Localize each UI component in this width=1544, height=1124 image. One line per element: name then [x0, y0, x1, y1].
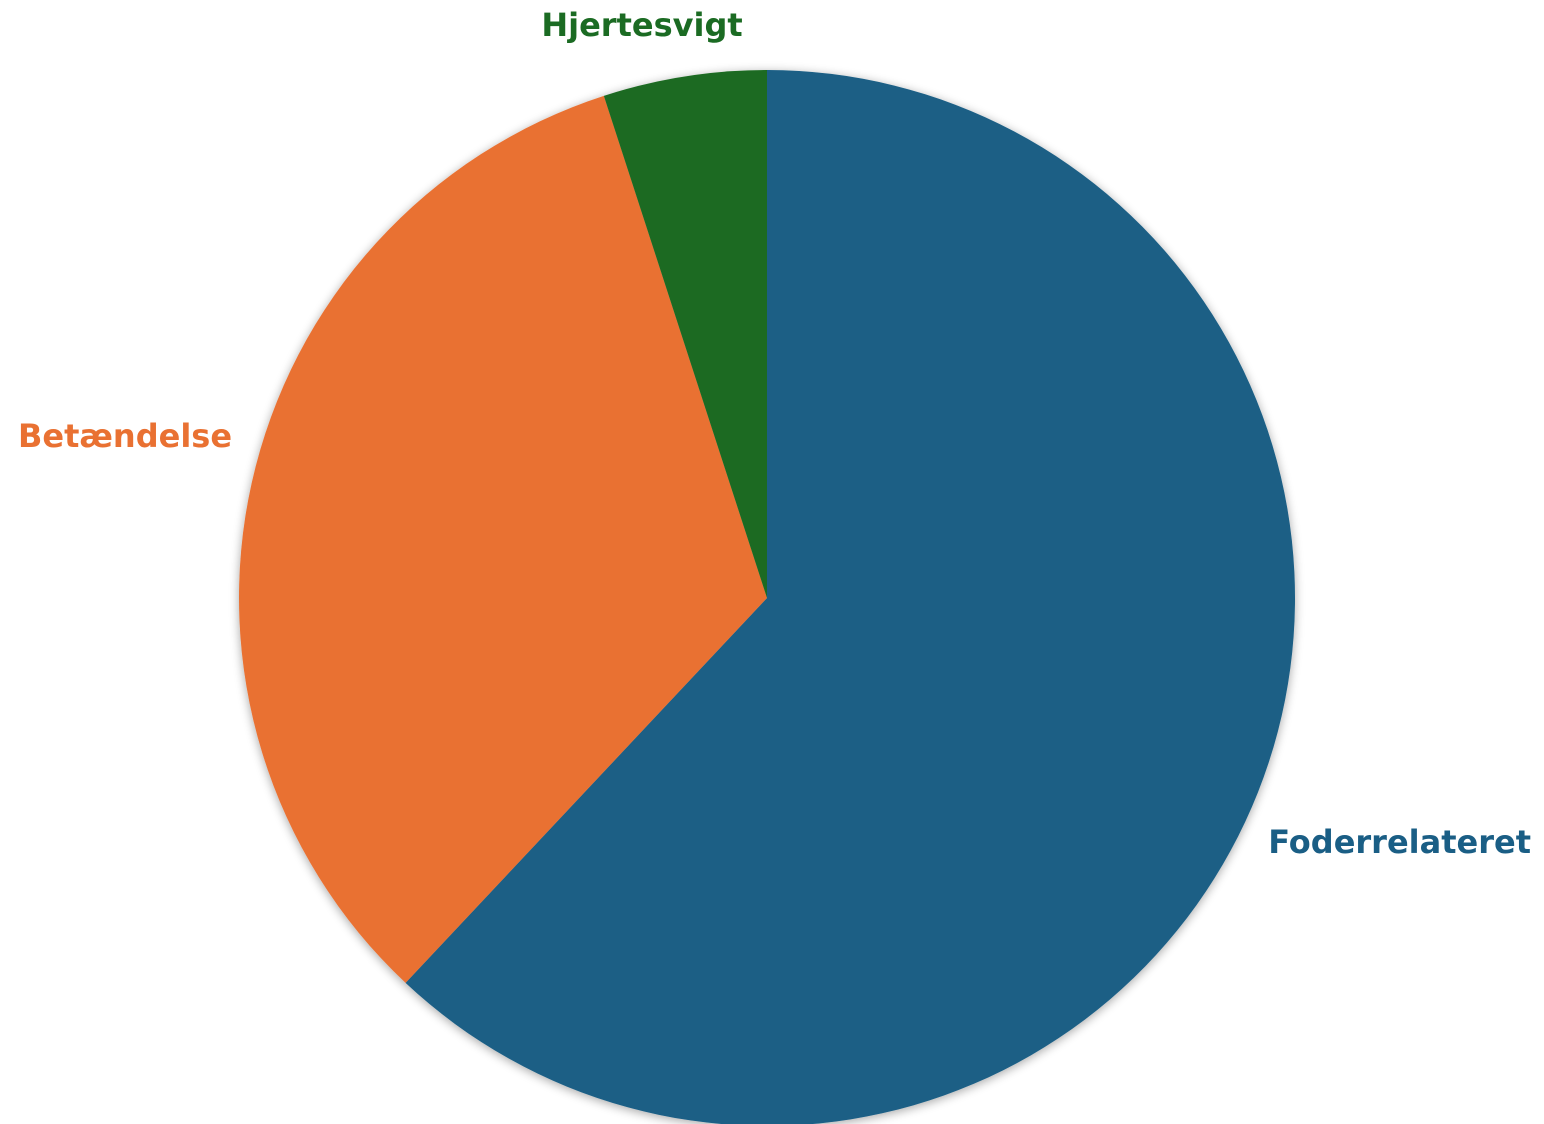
slice-label-foderrelateret: Foderrelateret [1268, 823, 1531, 861]
pie-slices [238, 70, 1295, 1124]
pie-labels: Foderrelateret Betændelse Hjertesvigt [18, 6, 1531, 861]
slice-label-betaendelse: Betændelse [18, 417, 232, 455]
pie-slice-foderrelateret [405, 70, 1295, 1124]
pie-slice-bet-ndelse [238, 95, 767, 983]
slice-label-hjertesvigt: Hjertesvigt [541, 6, 742, 44]
pie-slice-hjertesvigt [603, 70, 767, 598]
